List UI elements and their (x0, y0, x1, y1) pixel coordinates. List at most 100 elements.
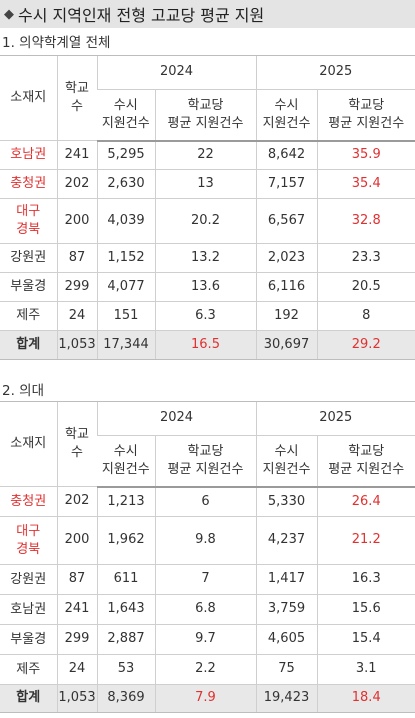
applications-2024-cell: 151 (96, 301, 155, 331)
region-cell: 충청권 (0, 486, 57, 517)
region-name-line: 호남권 (10, 601, 47, 617)
year-2025-header: 2025 (255, 55, 415, 90)
region-name-line: 강원권 (10, 250, 47, 266)
schools-cell: 299 (56, 272, 97, 302)
applications-2024-cell: 1,152 (96, 243, 155, 273)
applications-2024-cell: 2,630 (96, 169, 155, 199)
total-per-school-2024-cell: 7.9 (154, 684, 256, 713)
section-title-1: 1. 의약학계열 전체 (2, 35, 111, 51)
per-school-2024-cell: 20.2 (154, 198, 256, 244)
applications-2025-cell: 5,330 (255, 486, 317, 517)
region-cell: 강원권 (0, 243, 57, 273)
per-school-header: 학교당 평균 지원건수 (154, 435, 256, 488)
applications-2025-cell: 6,567 (255, 198, 317, 244)
region-cell: 호남권 (0, 594, 57, 625)
region-name-line: 제주 (16, 661, 41, 677)
region-name-line: 대구 (16, 204, 41, 220)
schools-header-line2: 수 (71, 445, 83, 460)
applications-2025-cell: 8,642 (255, 140, 317, 170)
applications-2025-cell: 1,417 (255, 564, 317, 595)
applications-2025-cell: 75 (255, 654, 317, 685)
per-school-2024-cell: 22 (154, 140, 256, 170)
table-row: 제주 24 151 6.3 192 8 (0, 301, 415, 331)
region-name-line: 충청권 (10, 176, 47, 192)
applications-2025-cell: 7,157 (255, 169, 317, 199)
table-row: 충청권 202 1,213 6 5,330 26.4 (0, 486, 415, 517)
total-applications-2025-cell: 30,697 (255, 330, 317, 360)
total-applications-2024-cell: 8,369 (96, 684, 155, 713)
section-title-2: 2. 의대 (2, 383, 45, 399)
per-school-2024-cell: 13.2 (154, 243, 256, 273)
table-row: 부울경 299 4,077 13.6 6,116 20.5 (0, 272, 415, 302)
table-row: 대구 경북 200 1,962 9.8 4,237 21.2 (0, 516, 415, 565)
region-name-line: 강원권 (10, 571, 47, 587)
total-per-school-2024-cell: 16.5 (154, 330, 256, 360)
schools-cell: 24 (56, 654, 97, 685)
schools-cell: 241 (56, 594, 97, 625)
per-header-line1: 학교당 (348, 98, 385, 114)
per-school-2024-cell: 9.8 (154, 516, 256, 565)
apps-header-line1: 수시 (274, 98, 299, 114)
total-label: 합계 (0, 330, 57, 360)
table-row: 강원권 87 1,152 13.2 2,023 23.3 (0, 243, 415, 273)
per-school-2024-cell: 2.2 (154, 654, 256, 685)
total-label: 합계 (0, 684, 57, 713)
region-cell: 충청권 (0, 169, 57, 199)
region-name-line: 제주 (16, 308, 41, 324)
header-row-years: 소재지 학교 수 2024 2025 (0, 55, 415, 141)
schools-header-line1: 학교 (65, 427, 89, 443)
region-cell: 제주 (0, 301, 57, 331)
schools-cell: 241 (56, 140, 97, 170)
header-row-years: 소재지 학교 수 2024 2025 (0, 401, 415, 487)
apps-header-line1: 수시 (113, 98, 138, 114)
schools-cell: 87 (56, 243, 97, 273)
applications-header: 수시 지원건수 (255, 89, 317, 142)
region-name-line: 부울경 (10, 631, 47, 647)
region-name-line: 충청권 (10, 493, 47, 509)
region-cell: 대구 경북 (0, 516, 57, 565)
per-school-2025-cell: 35.9 (316, 140, 415, 170)
apps-header-line2: 지원건수 (262, 115, 311, 131)
region-name-line: 호남권 (10, 147, 47, 163)
per-header-line1: 학교당 (187, 98, 224, 114)
total-applications-2025-cell: 19,423 (255, 684, 317, 713)
per-school-2025-cell: 15.4 (316, 624, 415, 655)
year-2024-header: 2024 (96, 55, 256, 90)
page-title-bar: ◆ 수시 지역인재 전형 고교당 평균 지원 (0, 0, 415, 28)
region-name-line: 경북 (16, 222, 41, 237)
applications-2024-cell: 2,887 (96, 624, 155, 655)
apps-header-line1: 수시 (274, 444, 299, 460)
header-row-metrics: 수시 지원건수 학교당 평균 지원건수 수시 지원건수 학교당 평균 지원건수 (0, 89, 415, 142)
schools-cell: 299 (56, 624, 97, 655)
year-2024-header: 2024 (96, 401, 256, 436)
applications-2024-cell: 1,643 (96, 594, 155, 625)
table-row: 호남권 241 1,643 6.8 3,759 15.6 (0, 594, 415, 625)
per-school-2025-cell: 20.5 (316, 272, 415, 302)
applications-2024-cell: 611 (96, 564, 155, 595)
table-medical-school: 소재지 학교 수 2024 2025 수시 지원건수 학교당 평균 지원건수 수시 지원건수 학교당 평… (0, 401, 415, 713)
region-cell: 호남권 (0, 140, 57, 170)
per-school-2024-cell: 9.7 (154, 624, 256, 655)
per-header-line2: 평균 지원건수 (328, 115, 405, 131)
applications-2025-cell: 6,116 (255, 272, 317, 302)
applications-header: 수시 지원건수 (255, 435, 317, 488)
per-school-2025-cell: 8 (316, 301, 415, 331)
per-header-line1: 학교당 (187, 444, 224, 460)
per-school-2025-cell: 16.3 (316, 564, 415, 595)
table-row: 부울경 299 2,887 9.7 4,605 15.4 (0, 624, 415, 655)
apps-header-line2: 지원건수 (262, 461, 311, 477)
region-cell: 부울경 (0, 272, 57, 302)
region-header: 소재지 (0, 401, 57, 487)
schools-cell: 87 (56, 564, 97, 595)
apps-header-line2: 지원건수 (101, 461, 150, 477)
applications-2024-cell: 53 (96, 654, 155, 685)
total-row: 합계 1,053 17,344 16.5 30,697 29.2 (0, 330, 415, 360)
per-school-2024-cell: 7 (154, 564, 256, 595)
apps-header-line2: 지원건수 (101, 115, 150, 131)
region-cell: 강원권 (0, 564, 57, 595)
schools-cell: 200 (56, 198, 97, 244)
per-school-2024-cell: 6.3 (154, 301, 256, 331)
schools-cell: 202 (56, 169, 97, 199)
per-school-2025-cell: 23.3 (316, 243, 415, 273)
